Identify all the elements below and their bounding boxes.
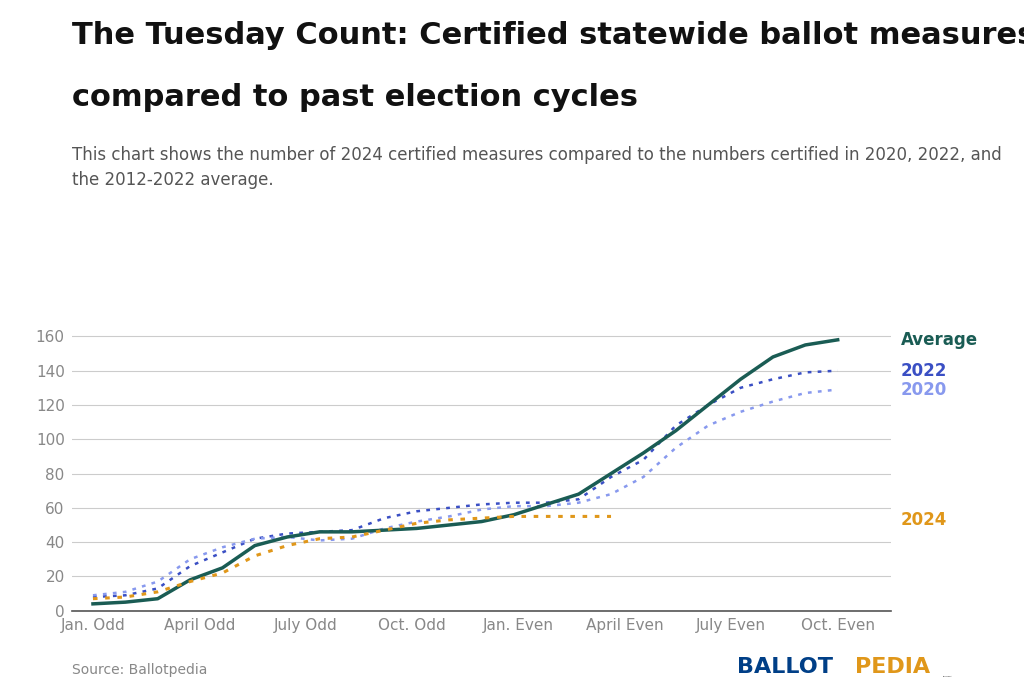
Text: Average: Average xyxy=(901,331,978,349)
Text: BALLOT: BALLOT xyxy=(737,657,834,677)
Text: 2022: 2022 xyxy=(901,362,947,380)
Text: Source: Ballotpedia: Source: Ballotpedia xyxy=(72,663,207,677)
Text: PEDIA: PEDIA xyxy=(855,657,930,677)
Text: 2020: 2020 xyxy=(901,380,947,398)
Text: compared to past election cycles: compared to past election cycles xyxy=(72,83,638,112)
Text: This chart shows the number of 2024 certified measures compared to the numbers c: This chart shows the number of 2024 cert… xyxy=(72,146,1001,189)
Text: 2024: 2024 xyxy=(901,511,947,529)
Text: BALLOTPEDIA: BALLOTPEDIA xyxy=(943,675,952,677)
Text: The Tuesday Count: Certified statewide ballot measures by month for 2024: The Tuesday Count: Certified statewide b… xyxy=(72,21,1024,50)
